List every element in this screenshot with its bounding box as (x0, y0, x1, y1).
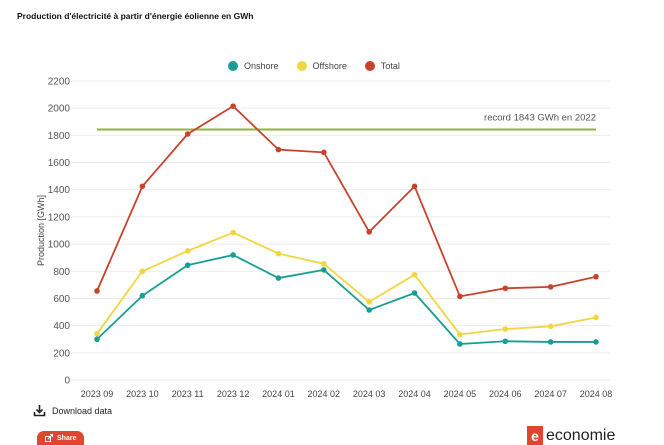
series-line-offshore (96, 231, 597, 336)
data-point-onshore (366, 307, 372, 313)
download-icon (33, 405, 46, 417)
legend-item-total[interactable]: Total (364, 61, 400, 71)
y-tick-label: 200 (53, 348, 70, 359)
y-tick-label: 2200 (48, 77, 71, 88)
data-point-total (366, 229, 372, 235)
x-tick-label: 2024 06 (489, 389, 522, 399)
y-tick-label: 800 (53, 267, 70, 278)
data-point-onshore (547, 339, 554, 345)
data-point-onshore (94, 336, 100, 343)
data-point-onshore (411, 290, 418, 296)
share-icon (45, 434, 53, 442)
x-tick-label: 2024 07 (534, 389, 567, 399)
data-point-total (411, 183, 418, 190)
x-tick-label: 2024 01 (262, 389, 295, 399)
legend-item-onshore[interactable]: Onshore (228, 61, 279, 71)
data-point-offshore (230, 229, 236, 236)
data-point-offshore (275, 250, 282, 257)
y-tick-label: 0 (64, 376, 70, 387)
data-point-total (321, 149, 327, 156)
data-point-onshore (457, 341, 463, 347)
legend-swatch-total (364, 61, 375, 71)
y-tick-label: 1200 (48, 212, 71, 223)
data-point-total (547, 284, 554, 290)
legend-label-onshore: Onshore (244, 61, 279, 71)
data-point-total (139, 183, 146, 190)
chart-title: Production d'électricité à partir d'éner… (17, 11, 254, 21)
series-line-onshore (96, 254, 596, 345)
data-point-offshore (184, 248, 191, 254)
series-line-total (96, 105, 597, 298)
download-label: Download data (52, 405, 113, 416)
share-label: Share (57, 434, 77, 442)
y-axis-label: Production [GWh] (36, 195, 46, 266)
x-tick-label: 2023 10 (126, 389, 159, 399)
data-point-offshore (321, 260, 327, 267)
legend-item-offshore[interactable]: Offshore (296, 61, 347, 71)
data-point-onshore (275, 275, 282, 281)
y-tick-label: 1000 (48, 240, 71, 251)
legend-swatch-offshore (296, 61, 307, 71)
data-point-onshore (593, 339, 599, 345)
data-point-offshore (593, 314, 599, 321)
data-point-total (457, 293, 463, 300)
logo-text: economie (546, 426, 616, 444)
y-tick-label: 600 (53, 294, 70, 305)
data-point-offshore (366, 299, 372, 305)
data-point-onshore (230, 252, 236, 258)
y-tick-label: 400 (53, 321, 70, 332)
x-tick-label: 2023 09 (81, 389, 114, 399)
legend-swatch-onshore (228, 61, 238, 71)
data-point-onshore (502, 338, 509, 345)
data-point-total (94, 288, 100, 294)
data-point-total (230, 103, 236, 109)
x-tick-label: 2024 04 (398, 389, 431, 399)
x-tick-label: 2023 12 (217, 389, 250, 399)
data-point-total (502, 285, 509, 292)
x-tick-label: 2024 08 (580, 389, 613, 399)
y-tick-label: 2000 (48, 104, 71, 115)
x-tick-label: 2024 03 (353, 389, 386, 399)
data-point-offshore (457, 331, 463, 338)
data-point-offshore (411, 271, 418, 278)
data-point-offshore (502, 326, 509, 332)
legend-label-offshore: Offshore (312, 61, 347, 71)
y-tick-label: 1600 (48, 158, 71, 169)
data-point-total (184, 131, 191, 137)
download-data-button[interactable]: Download data (33, 404, 112, 417)
data-point-onshore (184, 262, 191, 268)
data-point-offshore (547, 323, 554, 330)
data-point-onshore (139, 292, 146, 299)
reference-line-label: record 1843 GWh en 2022 (484, 113, 596, 124)
data-point-total (593, 273, 599, 280)
y-tick-label: 1800 (48, 131, 71, 142)
data-point-total (275, 146, 282, 153)
chart-legend: Onshore Offshore Total (228, 61, 400, 71)
share-button[interactable]: Share (37, 431, 85, 445)
data-point-offshore (139, 268, 146, 275)
legend-label-total: Total (380, 61, 400, 71)
economie-logo: e economie (527, 426, 615, 445)
logo-mark-icon: e (527, 426, 543, 445)
data-point-offshore (94, 330, 100, 337)
y-tick-label: 1400 (48, 185, 71, 196)
x-tick-label: 2024 05 (444, 389, 477, 399)
data-point-onshore (321, 267, 327, 273)
x-tick-label: 2024 02 (308, 389, 341, 399)
x-tick-label: 2023 11 (172, 389, 204, 399)
